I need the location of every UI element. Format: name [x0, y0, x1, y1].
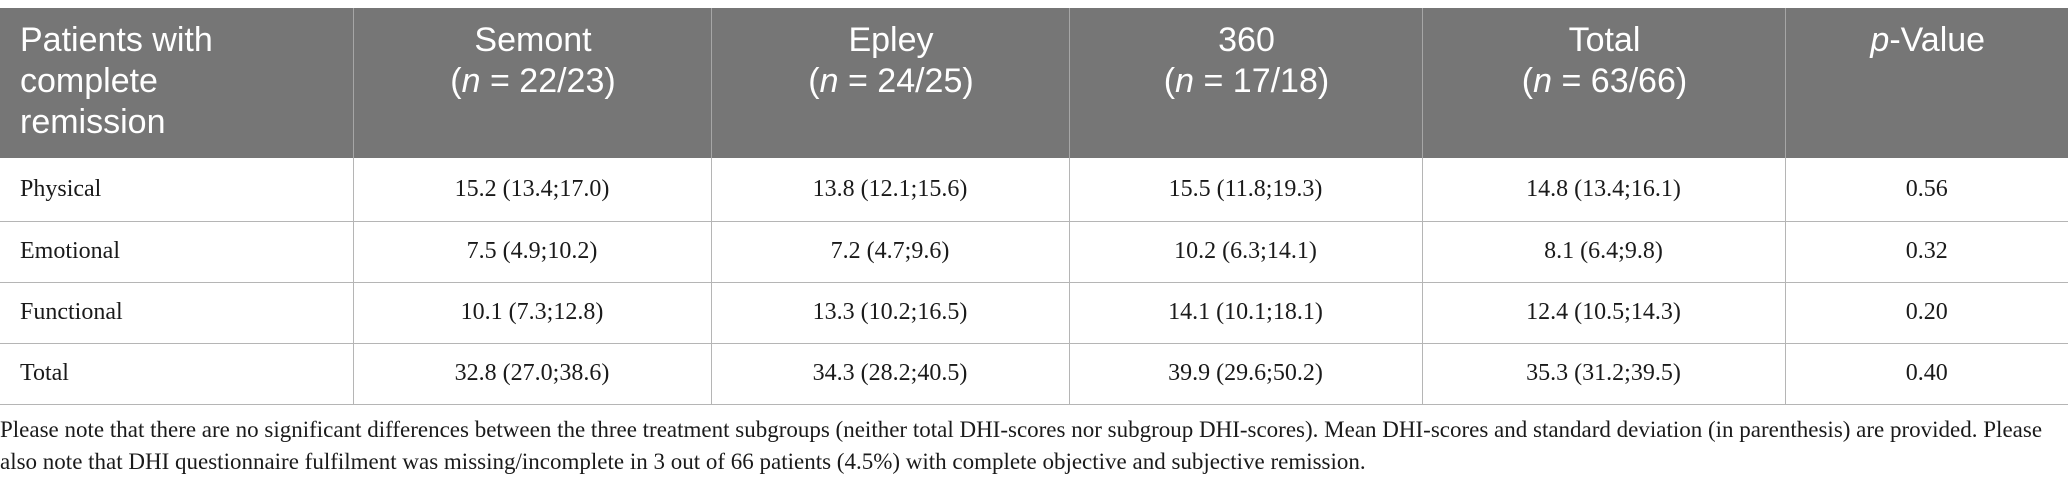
n-symbol: n: [819, 62, 839, 100]
paren: (: [808, 62, 820, 100]
p-symbol: p: [1870, 21, 1890, 59]
group-count: (n = 17/18): [1090, 61, 1404, 102]
table-body: Physical 15.2 (13.4;17.0) 13.8 (12.1;15.…: [0, 158, 2068, 405]
group-count: (n = 22/23): [374, 61, 693, 102]
cell-p-value: 0.56: [1785, 158, 2068, 222]
cell-p-value: 0.32: [1785, 221, 2068, 283]
cell-total: 12.4 (10.5;14.3): [1422, 282, 1786, 344]
header-semont: Semont (n = 22/23): [353, 8, 712, 158]
header-line: remission: [20, 103, 166, 141]
cell-semont: 32.8 (27.0;38.6): [353, 343, 712, 405]
header-360: 360 (n = 17/18): [1069, 8, 1423, 158]
group-count: (n = 24/25): [732, 61, 1051, 102]
cell-epley: 13.3 (10.2;16.5): [711, 282, 1070, 344]
cell-epley: 7.2 (4.7;9.6): [711, 221, 1070, 283]
cell-360: 10.2 (6.3;14.1): [1069, 221, 1423, 283]
group-name: Semont: [474, 21, 592, 59]
table-row-physical: Physical 15.2 (13.4;17.0) 13.8 (12.1;15.…: [0, 158, 2068, 222]
table-header: Patients with complete remission Semont …: [0, 8, 2068, 158]
count-text: = 63/66): [1552, 62, 1688, 100]
dhi-scores-table-container: Patients with complete remission Semont …: [0, 8, 2068, 405]
cell-total: 8.1 (6.4;9.8): [1422, 221, 1786, 283]
header-total: Total (n = 63/66): [1422, 8, 1786, 158]
paren: (: [450, 62, 462, 100]
cell-epley: 13.8 (12.1;15.6): [711, 158, 1070, 222]
group-name: Total: [1568, 21, 1641, 59]
cell-360: 15.5 (11.8;19.3): [1069, 158, 1423, 222]
n-symbol: n: [1533, 62, 1553, 100]
table-row-functional: Functional 10.1 (7.3;12.8) 13.3 (10.2;16…: [0, 282, 2068, 344]
cell-total: 35.3 (31.2;39.5): [1422, 343, 1786, 405]
row-label: Functional: [0, 282, 354, 344]
group-count: (n = 63/66): [1443, 61, 1767, 102]
row-label: Emotional: [0, 221, 354, 283]
cell-p-value: 0.40: [1785, 343, 2068, 405]
group-name: 360: [1218, 21, 1275, 59]
cell-semont: 10.1 (7.3;12.8): [353, 282, 712, 344]
row-label: Physical: [0, 158, 354, 222]
cell-semont: 15.2 (13.4;17.0): [353, 158, 712, 222]
table-row-total: Total 32.8 (27.0;38.6) 34.3 (28.2;40.5) …: [0, 343, 2068, 405]
count-text: = 17/18): [1194, 62, 1330, 100]
n-symbol: n: [1175, 62, 1195, 100]
cell-semont: 7.5 (4.9;10.2): [353, 221, 712, 283]
cell-p-value: 0.20: [1785, 282, 2068, 344]
row-label: Total: [0, 343, 354, 405]
header-line: Patients with: [20, 21, 213, 59]
cell-360: 14.1 (10.1;18.1): [1069, 282, 1423, 344]
header-line: complete: [20, 62, 158, 100]
cell-total: 14.8 (13.4;16.1): [1422, 158, 1786, 222]
table-footnote: Please note that there are no significan…: [0, 417, 2043, 474]
cell-360: 39.9 (29.6;50.2): [1069, 343, 1423, 405]
cell-epley: 34.3 (28.2;40.5): [711, 343, 1070, 405]
header-p-value: p-Value: [1785, 8, 2068, 158]
paren: (: [1521, 62, 1534, 100]
p-value-label: p-Value: [1806, 20, 2051, 61]
paren: (: [1163, 62, 1176, 100]
table-row-emotional: Emotional 7.5 (4.9;10.2) 7.2 (4.7;9.6) 1…: [0, 221, 2068, 283]
count-text: = 22/23): [480, 62, 616, 100]
count-text: = 24/25): [838, 62, 974, 100]
dhi-scores-table: Patients with complete remission Semont …: [0, 8, 2068, 405]
header-row: Patients with complete remission Semont …: [0, 8, 2068, 158]
n-symbol: n: [461, 62, 481, 100]
header-epley: Epley (n = 24/25): [711, 8, 1070, 158]
group-name: Epley: [848, 21, 934, 59]
header-patients-with-complete-remission: Patients with complete remission: [0, 8, 354, 158]
p-value-text: -Value: [1889, 21, 1986, 59]
